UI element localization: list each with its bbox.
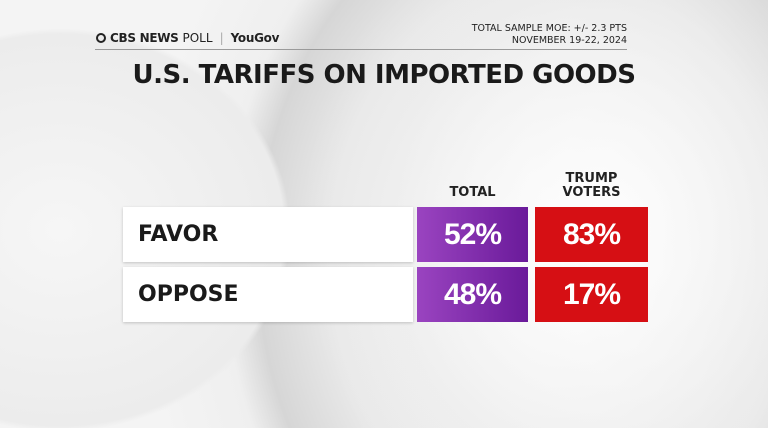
cell-oppose-total: 48% (417, 267, 528, 322)
row-label-oppose: OPPOSE (123, 267, 413, 322)
value-text: 52% (443, 217, 502, 251)
column-header-total: TOTAL (417, 186, 528, 200)
value-text: 17% (562, 277, 621, 311)
value-text: 48% (443, 277, 502, 311)
cell-oppose-trump-voters: 17% (535, 267, 648, 322)
cbs-yougov-logo: CBS NEWS POLL | YouGov (96, 31, 279, 45)
column-header-line: TOTAL (449, 185, 496, 200)
row-label-favor: FAVOR (123, 207, 413, 262)
cbs-eye-icon (96, 33, 106, 43)
moe-text: TOTAL SAMPLE MOE: +/- 2.3 PTS (471, 23, 627, 34)
logo-poll: POLL (182, 31, 213, 45)
poll-dates: NOVEMBER 19-22, 2024 (511, 35, 627, 46)
header-divider (95, 49, 627, 50)
column-header-trump-voters: TRUMP VOTERS (535, 172, 648, 200)
chart-title: U.S. TARIFFS ON IMPORTED GOODS (132, 60, 636, 90)
logo-separator: | (219, 31, 224, 45)
cell-favor-trump-voters: 83% (535, 207, 648, 262)
column-header-line: VOTERS (562, 185, 621, 200)
logo-partner: YouGov (230, 31, 280, 45)
poll-meta: TOTAL SAMPLE MOE: +/- 2.3 PTS NOVEMBER 1… (472, 23, 627, 47)
value-text: 83% (562, 217, 621, 251)
logo-brand: CBS NEWS (110, 31, 179, 45)
column-header-line: TRUMP (565, 171, 618, 186)
cell-favor-total: 52% (417, 207, 528, 262)
